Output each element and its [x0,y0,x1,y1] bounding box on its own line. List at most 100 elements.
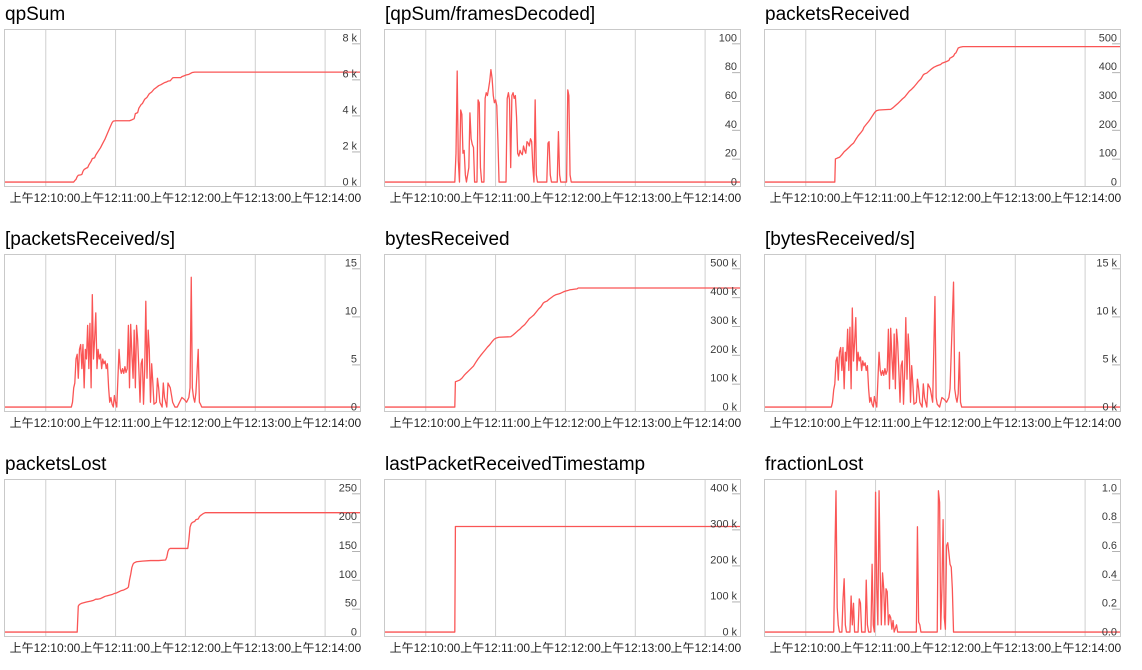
svg-text:0.8: 0.8 [1102,511,1117,523]
svg-text:15: 15 [345,257,357,269]
chart-title: packetsLost [5,454,107,475]
stats-graph-cell: bytesReceived 500 k 400 k 300 k 200 k 100 k 0… [384,229,741,432]
svg-text:1.0: 1.0 [1102,482,1117,494]
svg-text:100: 100 [339,569,357,581]
svg-text:150: 150 [339,540,357,552]
svg-text:5 k: 5 k [1102,353,1117,365]
svg-text:0 k: 0 k [722,627,737,636]
x-axis-tick-label: 上午12:11:00 [80,191,151,205]
chart-canvas: 15 10 5 0 [4,254,361,412]
x-axis-tick-label: 上午12:11:00 [840,191,911,205]
x-axis-tick-label: 上午12:12:00 [910,191,981,205]
x-axis-tick-label: 上午12:13:00 [980,416,1051,430]
x-axis-labels: 上午12:10:00 上午12:11:00 上午12:12:00 上午12:13:00… [764,189,1122,207]
chart-canvas: 250 200 150 100 50 0 [4,479,361,637]
svg-text:0.2: 0.2 [1102,598,1117,610]
x-axis-tick-label: 上午12:14:00 [290,191,362,205]
stats-graph-cell: [qpSum/framesDecoded] 100 80 60 40 20 0 上午12:… [384,4,741,207]
svg-text:200 k: 200 k [710,554,737,566]
svg-text:500: 500 [1099,32,1117,44]
x-axis-tick-label: 上午12:12:00 [150,191,221,205]
x-axis-tick-label: 上午12:10:00 [769,641,841,655]
x-axis-tick-label: 上午12:14:00 [1050,416,1122,430]
chart-canvas: 15 k 10 k 5 k 0 k [764,254,1121,412]
x-axis-tick-label: 上午12:14:00 [290,416,362,430]
svg-text:0 k: 0 k [342,177,357,186]
x-axis-tick-label: 上午12:10:00 [389,641,461,655]
svg-text:0: 0 [351,627,357,636]
chart-plot-area: 400 k 300 k 200 k 100 k 0 k [385,480,740,636]
x-axis-labels: 上午12:10:00 上午12:11:00 上午12:12:00 上午12:13:00… [384,414,742,432]
x-axis-tick-label: 上午12:14:00 [1050,641,1122,655]
svg-text:0: 0 [351,402,357,411]
x-axis-labels: 上午12:10:00 上午12:11:00 上午12:12:00 上午12:13:00… [384,639,742,657]
x-axis-tick-label: 上午12:11:00 [840,641,911,655]
chart-title: [packetsReceived/s] [5,229,176,250]
x-axis-tick-label: 上午12:12:00 [150,416,221,430]
stats-graph-cell: lastPacketReceivedTimestamp 400 k 300 k 20… [384,454,741,657]
x-axis-tick-label: 上午12:10:00 [769,191,841,205]
svg-text:20: 20 [725,148,737,160]
x-axis-labels: 上午12:10:00 上午12:11:00 上午12:12:00 上午12:13:00… [384,189,742,207]
svg-text:0.6: 0.6 [1102,540,1117,552]
chart-canvas: 500 400 300 200 100 0 [764,29,1121,187]
x-axis-tick-label: 上午12:13:00 [220,416,291,430]
svg-text:8 k: 8 k [342,32,357,44]
svg-text:5: 5 [351,353,357,365]
x-axis-labels: 上午12:10:00 上午12:11:00 上午12:12:00 上午12:13:00… [4,189,362,207]
svg-text:500 k: 500 k [710,257,737,269]
x-axis-tick-label: 上午12:13:00 [980,191,1051,205]
stats-graph-cell: packetsReceived 500 400 300 200 100 0 上午12:10… [764,4,1121,207]
chart-plot-area: 100 80 60 40 20 0 [385,30,740,186]
svg-text:60: 60 [725,90,737,102]
svg-text:250: 250 [339,482,357,494]
svg-text:4 k: 4 k [342,104,357,116]
svg-text:0 k: 0 k [722,402,737,411]
x-axis-labels: 上午12:10:00 上午12:11:00 上午12:12:00 上午12:13:00… [764,414,1122,432]
x-axis-tick-label: 上午12:11:00 [80,641,151,655]
x-axis-tick-label: 上午12:10:00 [9,416,81,430]
chart-canvas: 8 k 6 k 4 k 2 k 0 k [4,29,361,187]
x-axis-tick-label: 上午12:12:00 [530,191,601,205]
chart-title: lastPacketReceivedTimestamp [385,454,646,475]
stats-graph-cell: packetsLost 250 200 150 100 50 0 上午12:10:00 上午… [4,454,361,657]
chart-title: packetsReceived [765,4,910,25]
svg-text:300: 300 [1099,90,1117,102]
chart-canvas: 100 80 60 40 20 0 [384,29,741,187]
svg-text:0 k: 0 k [1102,402,1117,411]
x-axis-tick-label: 上午12:13:00 [220,641,291,655]
chart-plot-area: 8 k 6 k 4 k 2 k 0 k [5,30,360,186]
svg-text:100: 100 [719,32,737,44]
x-axis-tick-label: 上午12:13:00 [220,191,291,205]
svg-text:400 k: 400 k [710,482,737,494]
svg-text:2 k: 2 k [342,141,357,153]
x-axis-tick-label: 上午12:12:00 [910,641,981,655]
x-axis-tick-label: 上午12:10:00 [769,416,841,430]
svg-text:300 k: 300 k [710,518,737,530]
chart-canvas: 400 k 300 k 200 k 100 k 0 k [384,479,741,637]
x-axis-tick-label: 上午12:14:00 [670,191,742,205]
x-axis-labels: 上午12:10:00 上午12:11:00 上午12:12:00 上午12:13:00… [4,639,362,657]
svg-text:400: 400 [1099,61,1117,73]
chart-plot-area: 15 10 5 0 [5,255,360,411]
chart-title: fractionLost [765,454,864,475]
svg-text:300 k: 300 k [710,315,737,327]
chart-canvas: 500 k 400 k 300 k 200 k 100 k 0 k [384,254,741,412]
svg-text:100: 100 [1099,148,1117,160]
x-axis-tick-label: 上午12:10:00 [389,191,461,205]
x-axis-tick-label: 上午12:11:00 [80,416,151,430]
x-axis-tick-label: 上午12:14:00 [670,416,742,430]
svg-text:10 k: 10 k [1096,305,1117,317]
chart-plot-area: 15 k 10 k 5 k 0 k [765,255,1120,411]
x-axis-tick-label: 上午12:12:00 [530,416,601,430]
chart-title: [qpSum/framesDecoded] [385,4,596,25]
x-axis-tick-label: 上午12:14:00 [1050,191,1122,205]
x-axis-tick-label: 上午12:11:00 [460,191,531,205]
x-axis-tick-label: 上午12:10:00 [9,191,81,205]
svg-text:15 k: 15 k [1096,257,1117,269]
svg-text:100 k: 100 k [710,591,737,603]
svg-text:0.0: 0.0 [1102,627,1117,636]
chart-plot-area: 1.0 0.8 0.6 0.4 0.2 0.0 [765,480,1120,636]
stats-graph-cell: qpSum 8 k 6 k 4 k 2 k 0 k 上午12:10:00 上午12:11:… [4,4,361,207]
